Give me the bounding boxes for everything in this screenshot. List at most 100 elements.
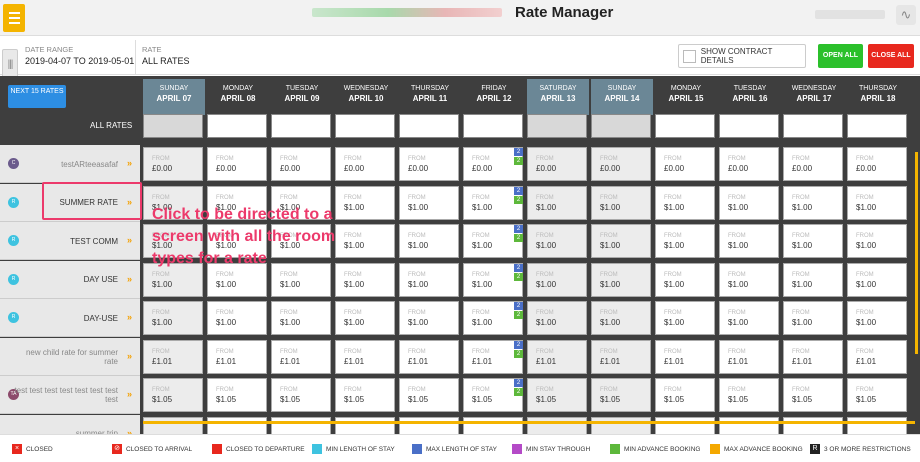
rate-cell[interactable]: FROM £1.01 — [143, 339, 203, 374]
rate-cell[interactable]: FROM £1.01 — [591, 339, 651, 374]
all-rates-input[interactable] — [399, 114, 459, 138]
rate-cell[interactable]: FROM $1.00 2 2 — [463, 301, 523, 335]
rate-cell[interactable]: FROM $1.00 — [655, 262, 715, 297]
rate-cell[interactable]: FROM $1.00 — [271, 224, 331, 258]
close-all-button[interactable]: CLOSE ALL — [868, 44, 914, 68]
rate-cell[interactable]: FROM $1.00 — [335, 185, 395, 220]
rate-cell[interactable]: FROM $1.00 — [719, 185, 779, 220]
all-rates-input[interactable] — [143, 114, 203, 138]
rate-cell[interactable]: FROM £0.00 — [271, 147, 331, 181]
rate-cell[interactable]: FROM $1.00 — [399, 185, 459, 220]
activity-icon[interactable]: ∿ — [896, 5, 916, 25]
rate-cell[interactable]: FROM £1.01 — [527, 339, 587, 374]
rate-cell[interactable]: FROM $1.00 — [143, 262, 203, 297]
all-rates-input[interactable] — [271, 114, 331, 138]
rate-cell[interactable]: FROM $1.00 — [847, 262, 907, 297]
rate-cell[interactable]: FROM $1.00 — [719, 301, 779, 335]
rate-cell[interactable]: FROM $1.00 — [527, 301, 587, 335]
rate-cell[interactable]: FROM $1.00 — [783, 185, 843, 220]
rate-cell[interactable]: FROM $1.00 — [591, 301, 651, 335]
rate-cell[interactable]: FROM £0.00 — [591, 147, 651, 181]
chevron-right-icon[interactable]: » — [126, 312, 132, 322]
rate-cell[interactable]: FROM $1.00 2 2 — [463, 185, 523, 220]
rate-cell[interactable]: FROM $1.00 — [719, 224, 779, 258]
rate-cell[interactable]: FROM $1.00 — [271, 185, 331, 220]
hamburger-menu-icon[interactable] — [3, 4, 25, 32]
open-all-button[interactable]: OPEN ALL — [818, 44, 863, 68]
contract-checkbox[interactable] — [683, 49, 696, 63]
drag-handle-icon[interactable]: ||| — [2, 49, 18, 81]
rate-cell[interactable]: FROM £0.00 — [719, 147, 779, 181]
date-range-filter[interactable]: DATE RANGE 2019-04-07 TO 2019-05-01 — [25, 45, 134, 66]
rate-cell[interactable]: FROM $1.00 — [399, 301, 459, 335]
all-rates-input[interactable] — [719, 114, 779, 138]
rate-cell[interactable]: FROM £0.00 — [527, 147, 587, 181]
show-contract-details-toggle[interactable]: SHOW CONTRACT DETAILS — [678, 44, 806, 68]
all-rates-input[interactable] — [655, 114, 715, 138]
rate-cell[interactable]: FROM $1.00 — [207, 185, 267, 220]
rate-cell[interactable]: FROM $1.00 — [591, 224, 651, 258]
rate-cell[interactable]: FROM $1.00 — [399, 224, 459, 258]
rate-cell[interactable]: FROM $1.00 — [591, 185, 651, 220]
day-header[interactable]: WEDNESDAY APRIL 17 — [783, 79, 845, 115]
rate-cell[interactable]: FROM $1.00 — [399, 262, 459, 297]
rate-cell[interactable]: FROM $1.00 2 2 — [463, 224, 523, 258]
rate-cell[interactable]: FROM $1.00 — [207, 224, 267, 258]
rate-cell[interactable]: FROM £1.01 2 2 — [463, 339, 523, 374]
rate-cell[interactable]: FROM $1.00 — [143, 185, 203, 220]
chevron-right-icon[interactable]: » — [126, 350, 132, 361]
chevron-right-icon[interactable]: » — [126, 196, 132, 207]
rate-cell[interactable]: FROM $1.05 — [847, 378, 907, 412]
rate-cell[interactable]: FROM $1.00 — [527, 185, 587, 220]
day-header[interactable]: WEDNESDAY APRIL 10 — [335, 79, 397, 115]
all-rates-input[interactable] — [591, 114, 651, 138]
day-header[interactable]: MONDAY APRIL 15 — [655, 79, 717, 115]
rate-cell[interactable]: FROM £1.01 — [783, 339, 843, 374]
day-header[interactable]: SUNDAY APRIL 14 — [591, 79, 653, 115]
rate-cell[interactable]: FROM $1.00 — [271, 301, 331, 335]
rate-cell[interactable]: FROM $1.00 — [335, 224, 395, 258]
rate-cell[interactable]: FROM $1.00 — [271, 262, 331, 297]
rate-cell[interactable]: FROM £0.00 — [335, 147, 395, 181]
rate-cell[interactable]: FROM £1.01 — [399, 339, 459, 374]
all-rates-input[interactable] — [207, 114, 267, 138]
rate-cell[interactable]: FROM £0.00 — [207, 147, 267, 181]
rate-cell[interactable]: FROM $1.00 — [143, 224, 203, 258]
rate-row-label[interactable]: R TEST COMM » — [0, 222, 140, 260]
rate-cell[interactable]: FROM $1.00 — [591, 262, 651, 297]
day-header[interactable]: SATURDAY APRIL 13 — [527, 79, 589, 115]
rate-cell[interactable]: FROM $1.05 — [527, 378, 587, 412]
rate-cell[interactable]: FROM £0.00 — [399, 147, 459, 181]
day-header[interactable]: TUESDAY APRIL 09 — [271, 79, 333, 115]
rate-cell[interactable]: FROM $1.00 2 2 — [463, 262, 523, 297]
rate-row-label[interactable]: R DAY USE » — [0, 260, 140, 299]
all-rates-input[interactable] — [463, 114, 523, 138]
rate-cell[interactable]: FROM $1.00 — [847, 224, 907, 258]
rate-cell[interactable]: FROM $1.00 — [655, 301, 715, 335]
rate-row-label[interactable]: R DAY-USE » — [0, 299, 140, 337]
all-rates-input[interactable] — [847, 114, 907, 138]
rate-cell[interactable]: FROM £0.00 — [143, 147, 203, 181]
chevron-right-icon[interactable]: » — [126, 235, 132, 245]
chevron-right-icon[interactable]: » — [126, 427, 132, 438]
rate-row-label[interactable]: new child rate for summer rate » — [0, 337, 140, 376]
all-rates-input[interactable] — [527, 114, 587, 138]
rate-cell[interactable]: FROM £0.00 — [655, 147, 715, 181]
day-header[interactable]: SUNDAY APRIL 07 — [143, 79, 205, 115]
rate-cell[interactable]: FROM $1.05 — [655, 378, 715, 412]
rate-cell[interactable]: FROM $1.00 — [847, 301, 907, 335]
day-header[interactable]: TUESDAY APRIL 16 — [719, 79, 781, 115]
rate-cell[interactable]: FROM £0.00 — [783, 147, 843, 181]
rate-cell[interactable]: FROM $1.00 — [783, 262, 843, 297]
rate-cell[interactable]: FROM $1.00 — [207, 301, 267, 335]
rate-filter[interactable]: RATE ALL RATES — [142, 45, 190, 66]
chevron-right-icon[interactable]: » — [126, 389, 132, 399]
rate-cell[interactable]: FROM $1.05 — [143, 378, 203, 412]
rate-cell[interactable]: FROM £1.01 — [847, 339, 907, 374]
day-header[interactable]: THURSDAY APRIL 11 — [399, 79, 461, 115]
rate-cell[interactable]: FROM £1.01 — [335, 339, 395, 374]
rate-cell[interactable]: FROM $1.00 — [783, 301, 843, 335]
rate-cell[interactable]: FROM $1.00 — [655, 224, 715, 258]
rate-row-label[interactable]: TA test test test test test test test tes… — [0, 376, 140, 414]
